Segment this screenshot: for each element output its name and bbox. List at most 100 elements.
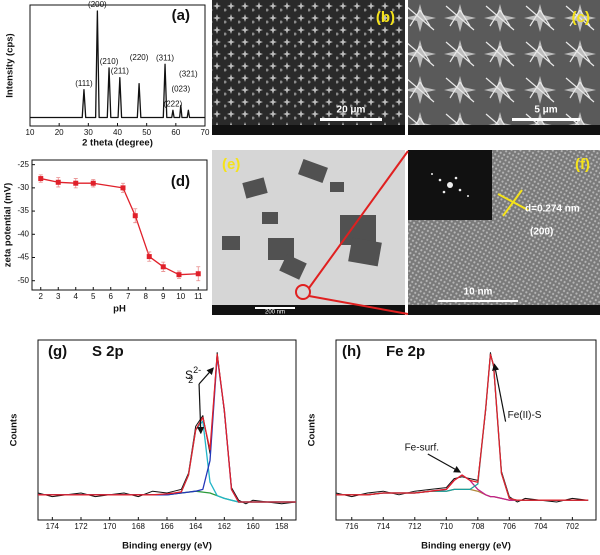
sem-image [408,0,600,135]
x-tick-label: 710 [440,522,454,531]
marker [132,213,138,219]
x-tick-label: 706 [503,522,517,531]
panel-label: (h) [342,343,361,360]
plot-frame [335,339,597,521]
x-tick-label: 716 [345,522,359,531]
panel-label: (e) [222,156,240,173]
x-tick-label: 20 [55,128,64,137]
x-tick-label: 158 [275,522,289,531]
x-tick-label: 8 [144,292,149,301]
panel-label: (d) [171,173,190,190]
y-axis-label: zeta potential (mV) [3,183,14,267]
scale-bar [320,118,382,121]
series-line [336,474,589,501]
zoom-circle [295,284,311,300]
x-axis-label: Binding energy (eV) [421,541,511,552]
series-line [335,352,589,503]
arrow [427,453,462,473]
info-bar [408,125,600,135]
scale-bar [512,118,580,121]
marker [160,264,166,270]
y-tick-label: -40 [17,229,29,238]
series-line [336,488,589,501]
peak-label: (023) [171,85,190,94]
y-tick-label: -30 [17,183,29,192]
marker [146,254,152,260]
x-tick-label: 5 [91,292,96,301]
x-tick-label: 10 [26,128,35,137]
x-axis-label: pH [113,304,126,315]
species-label: S2-2 [185,365,201,385]
scale-label: 10 nm [464,287,493,298]
peak-label: (210) [100,57,119,66]
y-tick-label: -50 [17,276,29,285]
scale-label: 5 μm [534,105,557,116]
x-tick-label: 7 [126,292,131,301]
arrow [492,363,507,422]
x-tick-label: 712 [408,522,422,531]
y-axis-label: Counts [9,414,20,447]
marker [195,271,201,277]
x-tick-label: 704 [534,522,548,531]
series-line [38,353,296,503]
scale-label: 200 nm [265,310,285,316]
peak-label: (111) [75,79,93,88]
panel-label: (g) [48,343,67,360]
x-tick-label: 172 [74,522,88,531]
micrograph-c: 5 μm (c) [408,0,600,135]
marker [73,180,79,186]
species-base: S [185,368,193,382]
peak-label: (220) [130,53,149,62]
marker [90,180,96,186]
x-tick-label: 70 [201,128,210,137]
plot-frame [31,159,208,291]
peak-label: (200) [88,0,107,9]
lattice-marker [497,189,529,217]
y-axis-label: Intensity (cps) [5,33,16,97]
x-tick-label: 714 [377,522,391,531]
x-tick-label: 4 [74,292,79,301]
panel-label: (c) [572,9,590,26]
x-tick-label: 174 [46,522,60,531]
series-line [336,353,589,501]
peak-annotation: Fe-surf. [405,443,439,454]
x-tick-label: 11 [194,292,203,301]
x-axis-label: 2 theta (degree) [82,138,153,149]
micrograph-f: d=0.274 nm (200) 10 nm (f) [408,150,600,315]
marker [38,176,44,182]
x-tick-label: 702 [566,522,580,531]
info-bar [212,125,405,135]
zoom-lines [308,150,409,315]
x-tick-label: 3 [56,292,61,301]
y-axis-label: Counts [307,414,318,447]
x-tick-label: 6 [109,292,114,301]
x-tick-label: 60 [171,128,180,137]
micrograph-b: 20 μm (b) [212,0,405,135]
peak-label: (222) [164,99,183,108]
marker [120,185,126,191]
series-line [30,10,205,119]
panel-title: Fe 2p [386,343,425,360]
fft-spots [431,173,469,197]
x-tick-label: 170 [103,522,117,531]
series-line [38,420,296,503]
info-bar [212,305,405,315]
y-tick-label: -35 [17,206,29,215]
x-tick-label: 168 [132,522,146,531]
x-axis-label: Binding energy (eV) [122,541,212,552]
species-sub: 2 [188,375,193,385]
x-tick-label: 164 [189,522,203,531]
scale-bar [438,300,518,302]
scale-label: 20 μm [337,105,366,116]
panel-title: S 2p [92,343,124,360]
x-tick-label: 50 [142,128,151,137]
x-tick-label: 40 [113,128,122,137]
x-tick-label: 162 [218,522,232,531]
arrow [198,367,214,385]
x-tick-label: 160 [246,522,260,531]
peak-label: (311) [156,53,174,62]
series-line [37,352,297,505]
x-tick-label: 166 [160,522,174,531]
